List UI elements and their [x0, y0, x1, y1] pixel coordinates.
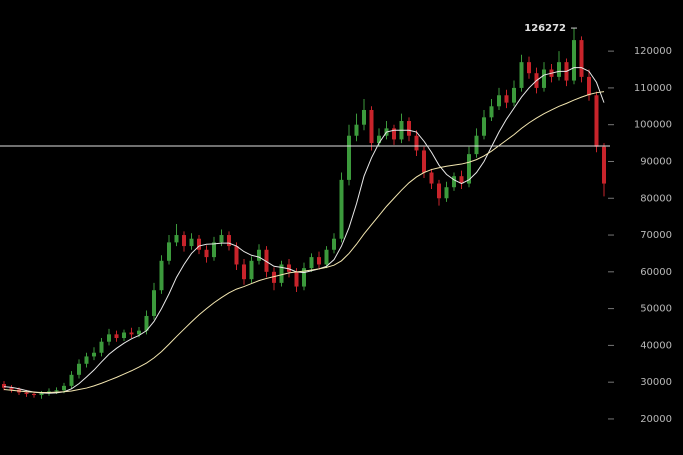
y-tick-label: 40000 — [640, 340, 672, 351]
candle-body — [414, 135, 419, 151]
y-tick-label: 120000 — [634, 46, 672, 57]
moving-average — [3, 67, 605, 394]
candle-body — [39, 393, 44, 396]
candle-body — [107, 334, 111, 342]
y-tick-label: 110000 — [634, 83, 672, 94]
candle-body — [204, 249, 209, 258]
candle-body — [602, 146, 606, 184]
candle-body — [212, 242, 216, 258]
candle-body — [174, 235, 179, 243]
candle-body — [572, 40, 576, 81]
candle-body — [579, 40, 584, 77]
candle-body — [339, 179, 344, 239]
candle-body — [114, 334, 119, 339]
candle-body — [317, 257, 321, 265]
candle-body — [92, 352, 96, 357]
candle-body — [324, 249, 329, 265]
candle-body — [594, 95, 599, 147]
candle-body — [99, 341, 104, 353]
candle-body — [272, 271, 276, 283]
candle-body — [69, 374, 74, 386]
candle-body — [152, 290, 156, 316]
candle-body — [519, 62, 524, 88]
candle-body — [159, 260, 164, 291]
candle-body — [444, 187, 449, 199]
y-tick-label: 50000 — [640, 304, 672, 315]
candle-body — [407, 121, 411, 136]
candle-body — [137, 330, 141, 335]
y-tick-label: 70000 — [640, 230, 672, 241]
candle-body — [227, 235, 231, 247]
candle-body — [242, 264, 246, 280]
candle-body — [467, 154, 471, 184]
candle-body — [62, 385, 66, 391]
candle-body — [197, 238, 201, 250]
candle-body — [167, 242, 171, 261]
candle-body — [24, 392, 29, 394]
candle-body — [77, 363, 81, 375]
candle-body — [512, 87, 516, 103]
candle-body — [129, 332, 134, 335]
moving-average — [3, 91, 605, 393]
candle-body — [257, 249, 261, 261]
candle-body — [182, 235, 186, 247]
y-tick-label: 90000 — [640, 156, 672, 167]
candle-body — [32, 393, 36, 396]
candle-body — [279, 264, 284, 283]
candle-body — [122, 332, 126, 339]
candle-body — [287, 264, 291, 272]
candle-body — [219, 235, 224, 243]
y-tick-label: 20000 — [640, 414, 672, 425]
candle-body — [354, 124, 359, 136]
candle-body — [527, 62, 531, 74]
y-tick-label: 80000 — [640, 193, 672, 204]
candle-body — [542, 69, 546, 88]
candle-body — [557, 62, 561, 77]
candle-body — [362, 109, 366, 125]
y-tick-label: 30000 — [640, 377, 672, 388]
candle-body — [482, 117, 486, 136]
candle-body — [84, 356, 89, 364]
candle-body — [249, 260, 254, 280]
candle-body — [54, 390, 59, 392]
candle-body — [369, 109, 374, 144]
candle-body — [294, 271, 299, 287]
candle-body — [459, 176, 464, 184]
peak-label: 126272 — [524, 23, 566, 34]
candle-body — [504, 95, 509, 103]
candle-body — [309, 257, 314, 269]
candle-body — [2, 384, 6, 388]
candle-body — [474, 135, 479, 155]
candle-body — [489, 106, 494, 118]
candle-body — [189, 238, 194, 247]
candle-body — [9, 387, 14, 390]
candle-body — [332, 238, 336, 250]
candle-body — [302, 268, 306, 287]
y-tick-label: 60000 — [640, 267, 672, 278]
candle-body — [377, 135, 381, 144]
candle-body — [497, 95, 501, 107]
candle-body — [587, 76, 591, 96]
candle-body — [437, 183, 441, 199]
candle-body — [392, 128, 396, 140]
candle-body — [452, 176, 456, 188]
candle-body — [264, 249, 269, 272]
candle-body — [347, 135, 351, 180]
candle-body — [234, 246, 239, 265]
candle-body — [429, 172, 434, 184]
candle-body — [422, 150, 426, 173]
y-tick-label: 100000 — [634, 120, 672, 131]
candle-body — [144, 315, 149, 331]
